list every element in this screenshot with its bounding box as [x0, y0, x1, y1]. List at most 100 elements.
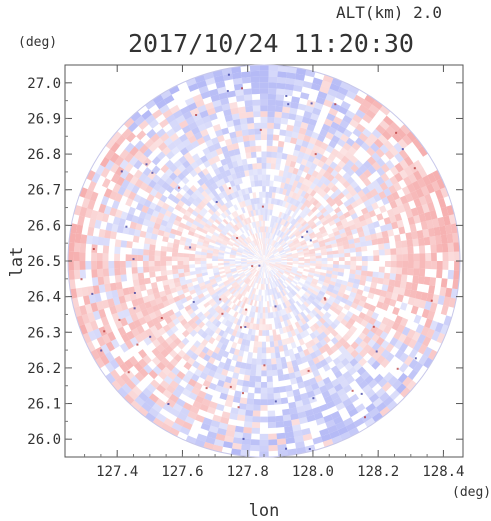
radar-bin [280, 117, 289, 125]
radar-bin [80, 234, 88, 244]
radar-bin [338, 287, 346, 294]
radar-bin [261, 266, 263, 273]
radar-bin [287, 258, 293, 260]
radar-bin [148, 119, 159, 129]
radar-bin [278, 304, 283, 311]
radar-bin [281, 153, 288, 160]
radar-bin [267, 252, 272, 257]
radar-bin [288, 216, 294, 223]
radar-bin [276, 334, 282, 341]
radar-bin [260, 111, 268, 117]
radar-bin [201, 287, 208, 294]
radar-bin [321, 123, 331, 132]
radar-bin [337, 160, 346, 169]
radar-bin [205, 139, 214, 148]
radar-bin [255, 209, 259, 216]
radar-bin [236, 319, 242, 326]
radar-bin [337, 426, 349, 436]
radar-bin [218, 361, 226, 369]
radar-bin [297, 103, 307, 111]
radar-bin [260, 416, 268, 423]
radar-bin [269, 261, 276, 263]
radar-bin [274, 254, 281, 258]
radar-bin [202, 417, 213, 426]
radar-bin [273, 266, 280, 270]
radar-bin [258, 301, 262, 307]
radar-bin [199, 403, 209, 412]
radar-bin [270, 203, 274, 210]
radar-bin [284, 136, 292, 143]
radar-bin [236, 414, 246, 422]
radar-bin [304, 105, 314, 113]
radar-bin [292, 219, 298, 226]
radar-bin [408, 358, 419, 370]
radar-bin [239, 235, 245, 241]
radar-bin [399, 342, 409, 353]
radar-bin [236, 251, 243, 255]
radar-bin [308, 175, 316, 183]
radar-bin [212, 123, 222, 132]
radar-bin [250, 287, 254, 294]
radar-bin [363, 212, 371, 220]
radar-bin [413, 159, 423, 171]
radar-bin [264, 255, 267, 261]
radar-bin [352, 217, 361, 224]
radar-bin [258, 250, 262, 256]
radar-bin [368, 379, 378, 389]
radar-bin [242, 333, 248, 340]
radar-bin [245, 105, 254, 113]
radar-bin [332, 227, 339, 233]
radar-bin [312, 107, 322, 116]
radar-bin [266, 151, 272, 158]
radar-bin [226, 394, 235, 402]
radar-bin [220, 343, 228, 351]
radar-bin [265, 272, 268, 278]
radar-bin [258, 261, 264, 263]
radar-bin [315, 285, 322, 291]
radar-bin [265, 238, 267, 244]
radar-bin [152, 287, 159, 294]
radar-bin [317, 160, 325, 168]
radar-bin [178, 272, 185, 278]
radar-bin [345, 299, 353, 307]
radar-bin [199, 296, 207, 303]
radar-bin [252, 240, 257, 246]
radar-bin [309, 196, 316, 204]
radar-bin [160, 348, 170, 358]
radar-bin [275, 311, 280, 318]
radar-bin [246, 244, 252, 250]
radar-bin [379, 120, 390, 131]
radar-bin [266, 226, 269, 233]
radar-bin [167, 321, 176, 329]
radar-bin [201, 190, 209, 198]
radar-bin [138, 316, 147, 326]
radar-bin [250, 364, 257, 371]
radar-bin [406, 131, 417, 142]
radar-bin [252, 209, 257, 216]
radar-speckle [242, 392, 244, 395]
radar-bin [148, 249, 155, 256]
radar-bin [309, 263, 316, 266]
radar-bin [110, 163, 120, 174]
radar-bin [245, 193, 251, 200]
radar-bin [247, 223, 252, 230]
radar-bin [114, 156, 125, 167]
radar-bin [352, 193, 361, 201]
radar-bin [133, 305, 142, 314]
radar-bin [394, 234, 401, 242]
radar-bin [268, 277, 272, 284]
radar-bin [344, 322, 353, 330]
radar-bin [355, 304, 364, 312]
radar-bin [219, 232, 226, 238]
radar-bin [352, 298, 361, 305]
radar-bin [253, 288, 257, 295]
radar-bin [251, 88, 260, 95]
radar-bin [218, 252, 225, 256]
radar-bin [427, 172, 437, 184]
radar-bin [312, 241, 320, 247]
radar-bin [100, 344, 110, 355]
radar-bin [180, 147, 189, 156]
radar-bin [255, 233, 258, 240]
radar-bin [338, 176, 347, 185]
radar-bin [215, 313, 222, 321]
